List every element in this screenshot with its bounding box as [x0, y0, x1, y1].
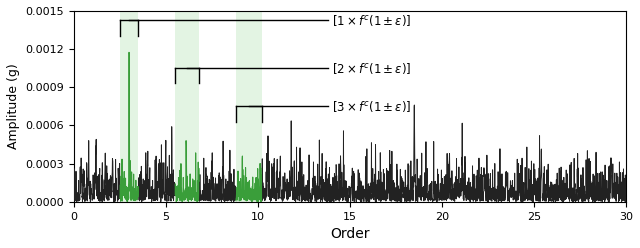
Bar: [175, 11, 199, 202]
Text: $[3\times f^c(1\pm\varepsilon)]$: $[3\times f^c(1\pm\varepsilon)]$: [332, 99, 411, 114]
Bar: [236, 11, 262, 202]
Text: $[1\times f^c(1\pm\varepsilon)]$: $[1\times f^c(1\pm\varepsilon)]$: [332, 13, 411, 28]
Bar: [120, 11, 138, 202]
Text: $[2\times f^c(1\pm\varepsilon)]$: $[2\times f^c(1\pm\varepsilon)]$: [332, 61, 411, 76]
X-axis label: Order: Order: [330, 227, 370, 241]
Y-axis label: Amplitude (g): Amplitude (g): [7, 63, 20, 149]
